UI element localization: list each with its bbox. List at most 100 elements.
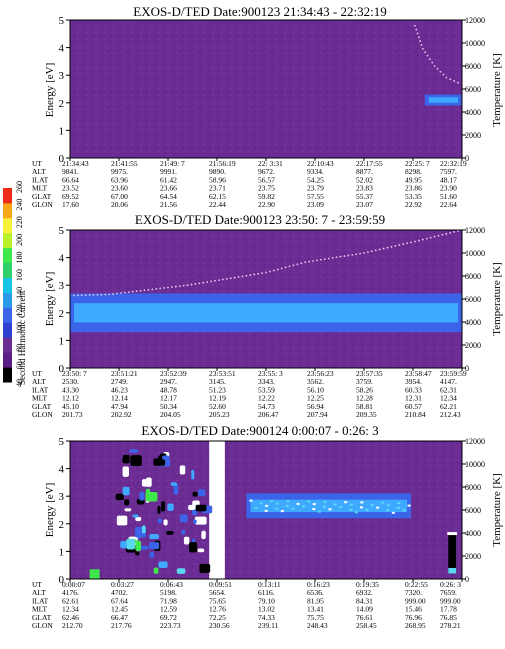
temperature-point [439, 70, 442, 73]
table-cell: 76.61 [356, 613, 373, 622]
table-cell: 12.22 [258, 394, 275, 403]
temperature-point [276, 268, 279, 271]
y-tick-label: 3 [59, 280, 65, 292]
colorbar-tick-label: 80 [15, 344, 24, 352]
temperature-point [296, 263, 299, 266]
y-right-tick-label: 2000 [465, 552, 481, 561]
table-cell: 4702. [111, 588, 128, 597]
table-cell: 74.33 [258, 613, 275, 622]
table-cell: 23:50: 7 [62, 369, 87, 378]
table-cell: 0:06:43 [160, 580, 183, 589]
temperature-point [419, 40, 422, 42]
table-row-label: MLT [32, 394, 48, 403]
temperature-point [363, 252, 365, 254]
patch [122, 457, 127, 463]
temperature-point [359, 252, 361, 255]
patch [192, 519, 197, 524]
band-speckle [286, 500, 290, 503]
patch [198, 489, 206, 497]
table-cell: 9841. [62, 167, 79, 176]
temperature-point [206, 281, 209, 283]
band-speckle [396, 506, 400, 509]
patch [197, 548, 205, 553]
temperature-point [120, 292, 122, 294]
table-cell: 23:55: 3 [258, 369, 283, 378]
panel-2-ylabel: Energy [eV] [44, 272, 56, 326]
patch [179, 465, 186, 475]
temperature-point [424, 51, 427, 54]
patch [157, 518, 162, 524]
temperature-point [436, 67, 439, 70]
temperature-point [249, 274, 252, 276]
temperature-point [339, 255, 342, 258]
patch [149, 542, 160, 550]
temperature-point [186, 284, 189, 287]
temperature-point [123, 291, 126, 294]
temperature-point [265, 271, 267, 274]
patch [195, 504, 207, 512]
temperature-point [92, 293, 95, 296]
temperature-point [233, 276, 236, 279]
table-row-label: GLON [32, 200, 53, 209]
table-cell: 72.25 [209, 613, 226, 622]
table-row-label: MLT [32, 184, 48, 193]
table-cell: 46.23 [111, 385, 128, 394]
temperature-point [151, 288, 154, 291]
y-tick-label: 4 [59, 253, 65, 265]
table-row-label: GLAT [32, 613, 52, 622]
table-cell: 12.59 [160, 605, 177, 614]
temperature-point [214, 279, 216, 282]
table-cell: 212.70 [62, 621, 83, 630]
table-cell: 23.07 [356, 200, 373, 209]
table-cell: 248.43 [307, 621, 328, 630]
table-cell: 21:56:19 [209, 159, 236, 168]
y-tick-label: 1 [59, 335, 65, 347]
patch [149, 534, 159, 540]
table-cell: 12.19 [209, 394, 226, 403]
band-speckle [386, 504, 390, 507]
table-cell: 12.34 [440, 394, 457, 403]
y-right-tick-label: 12000 [465, 437, 485, 446]
y-right-tick-label: 6000 [465, 295, 481, 304]
temperature-point [453, 231, 456, 233]
temperature-point [104, 293, 107, 296]
patch [166, 530, 174, 535]
temperature-point [457, 81, 459, 84]
ion-band-core [428, 97, 458, 103]
panel-1-ylabel-right: Temperature [K] [491, 53, 503, 126]
patch [194, 516, 207, 525]
table-cell: 999.00 [405, 596, 426, 605]
temperature-point [374, 249, 377, 252]
colorbar-tick-label: 200 [15, 234, 24, 246]
table-cell: 58.26 [356, 385, 373, 394]
table-cell: 51.23 [209, 385, 226, 394]
band-speckle [259, 502, 263, 505]
band-speckle [349, 503, 353, 506]
table-cell: 69.52 [62, 192, 79, 201]
colorbar-block [3, 307, 12, 323]
patch [139, 491, 145, 501]
panel-3-ylabel: Energy [eV] [44, 483, 56, 537]
table-cell: 23.75 [258, 184, 275, 193]
temperature-point [421, 47, 424, 50]
panel-3: EXOS-D/TED Date:900124 0:00:07 - 0:26: 3… [32, 423, 503, 630]
band-speckle [291, 507, 295, 510]
table-cell: 21:49: 7 [160, 159, 185, 168]
table-cell: 43.30 [62, 385, 79, 394]
patch [153, 567, 159, 574]
table-cell: 0:13:11 [258, 580, 281, 589]
table-cell: 22:32:19 [440, 159, 467, 168]
table-cell: 20.06 [111, 200, 128, 209]
table-cell: 63.96 [111, 175, 128, 184]
panel-2-title: EXOS-D/TED Date:900123 23:50: 7 - 23:59:… [135, 212, 385, 227]
table-cell: 62.61 [62, 596, 79, 605]
temperature-point [221, 278, 224, 281]
table-row-label: MLT [32, 605, 48, 614]
temperature-point [143, 289, 146, 292]
spike [448, 534, 457, 574]
temperature-point [272, 269, 275, 272]
temperature-point [415, 28, 418, 31]
y-tick-label: 1 [59, 125, 65, 137]
colorbar-block [3, 352, 12, 368]
